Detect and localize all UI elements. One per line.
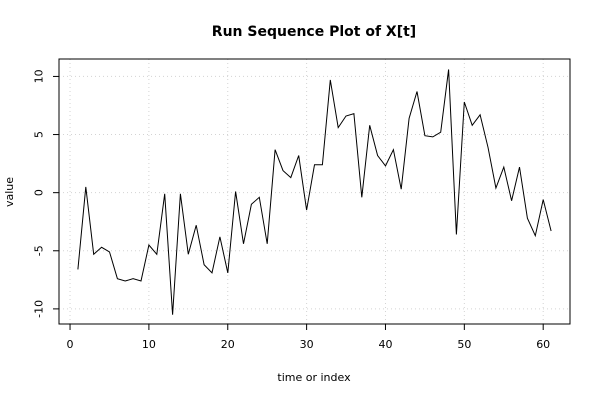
- axes: 0 10 20 30 40 50 60 -10 -5 0 5 10: [33, 69, 551, 351]
- x-tick-label: 30: [300, 338, 314, 351]
- y-tick-label: -10: [33, 300, 46, 318]
- x-tick-label: 60: [536, 338, 550, 351]
- y-tick-label: -5: [33, 245, 46, 256]
- grid-lines: [59, 59, 570, 324]
- x-axis-label: time or index: [277, 371, 351, 384]
- x-tick-label: 0: [67, 338, 74, 351]
- chart-title: Run Sequence Plot of X[t]: [212, 24, 416, 40]
- plot-frame: [58, 58, 571, 325]
- x-tick-label: 20: [221, 338, 235, 351]
- x-tick-label: 10: [142, 338, 156, 351]
- y-tick-label: 0: [33, 189, 46, 196]
- y-axis-label: value: [3, 177, 16, 207]
- series-line: [77, 69, 552, 315]
- y-tick-label: 10: [33, 69, 46, 83]
- x-tick-label: 50: [457, 338, 471, 351]
- y-tick-label: 5: [33, 131, 46, 138]
- x-tick-label: 40: [378, 338, 392, 351]
